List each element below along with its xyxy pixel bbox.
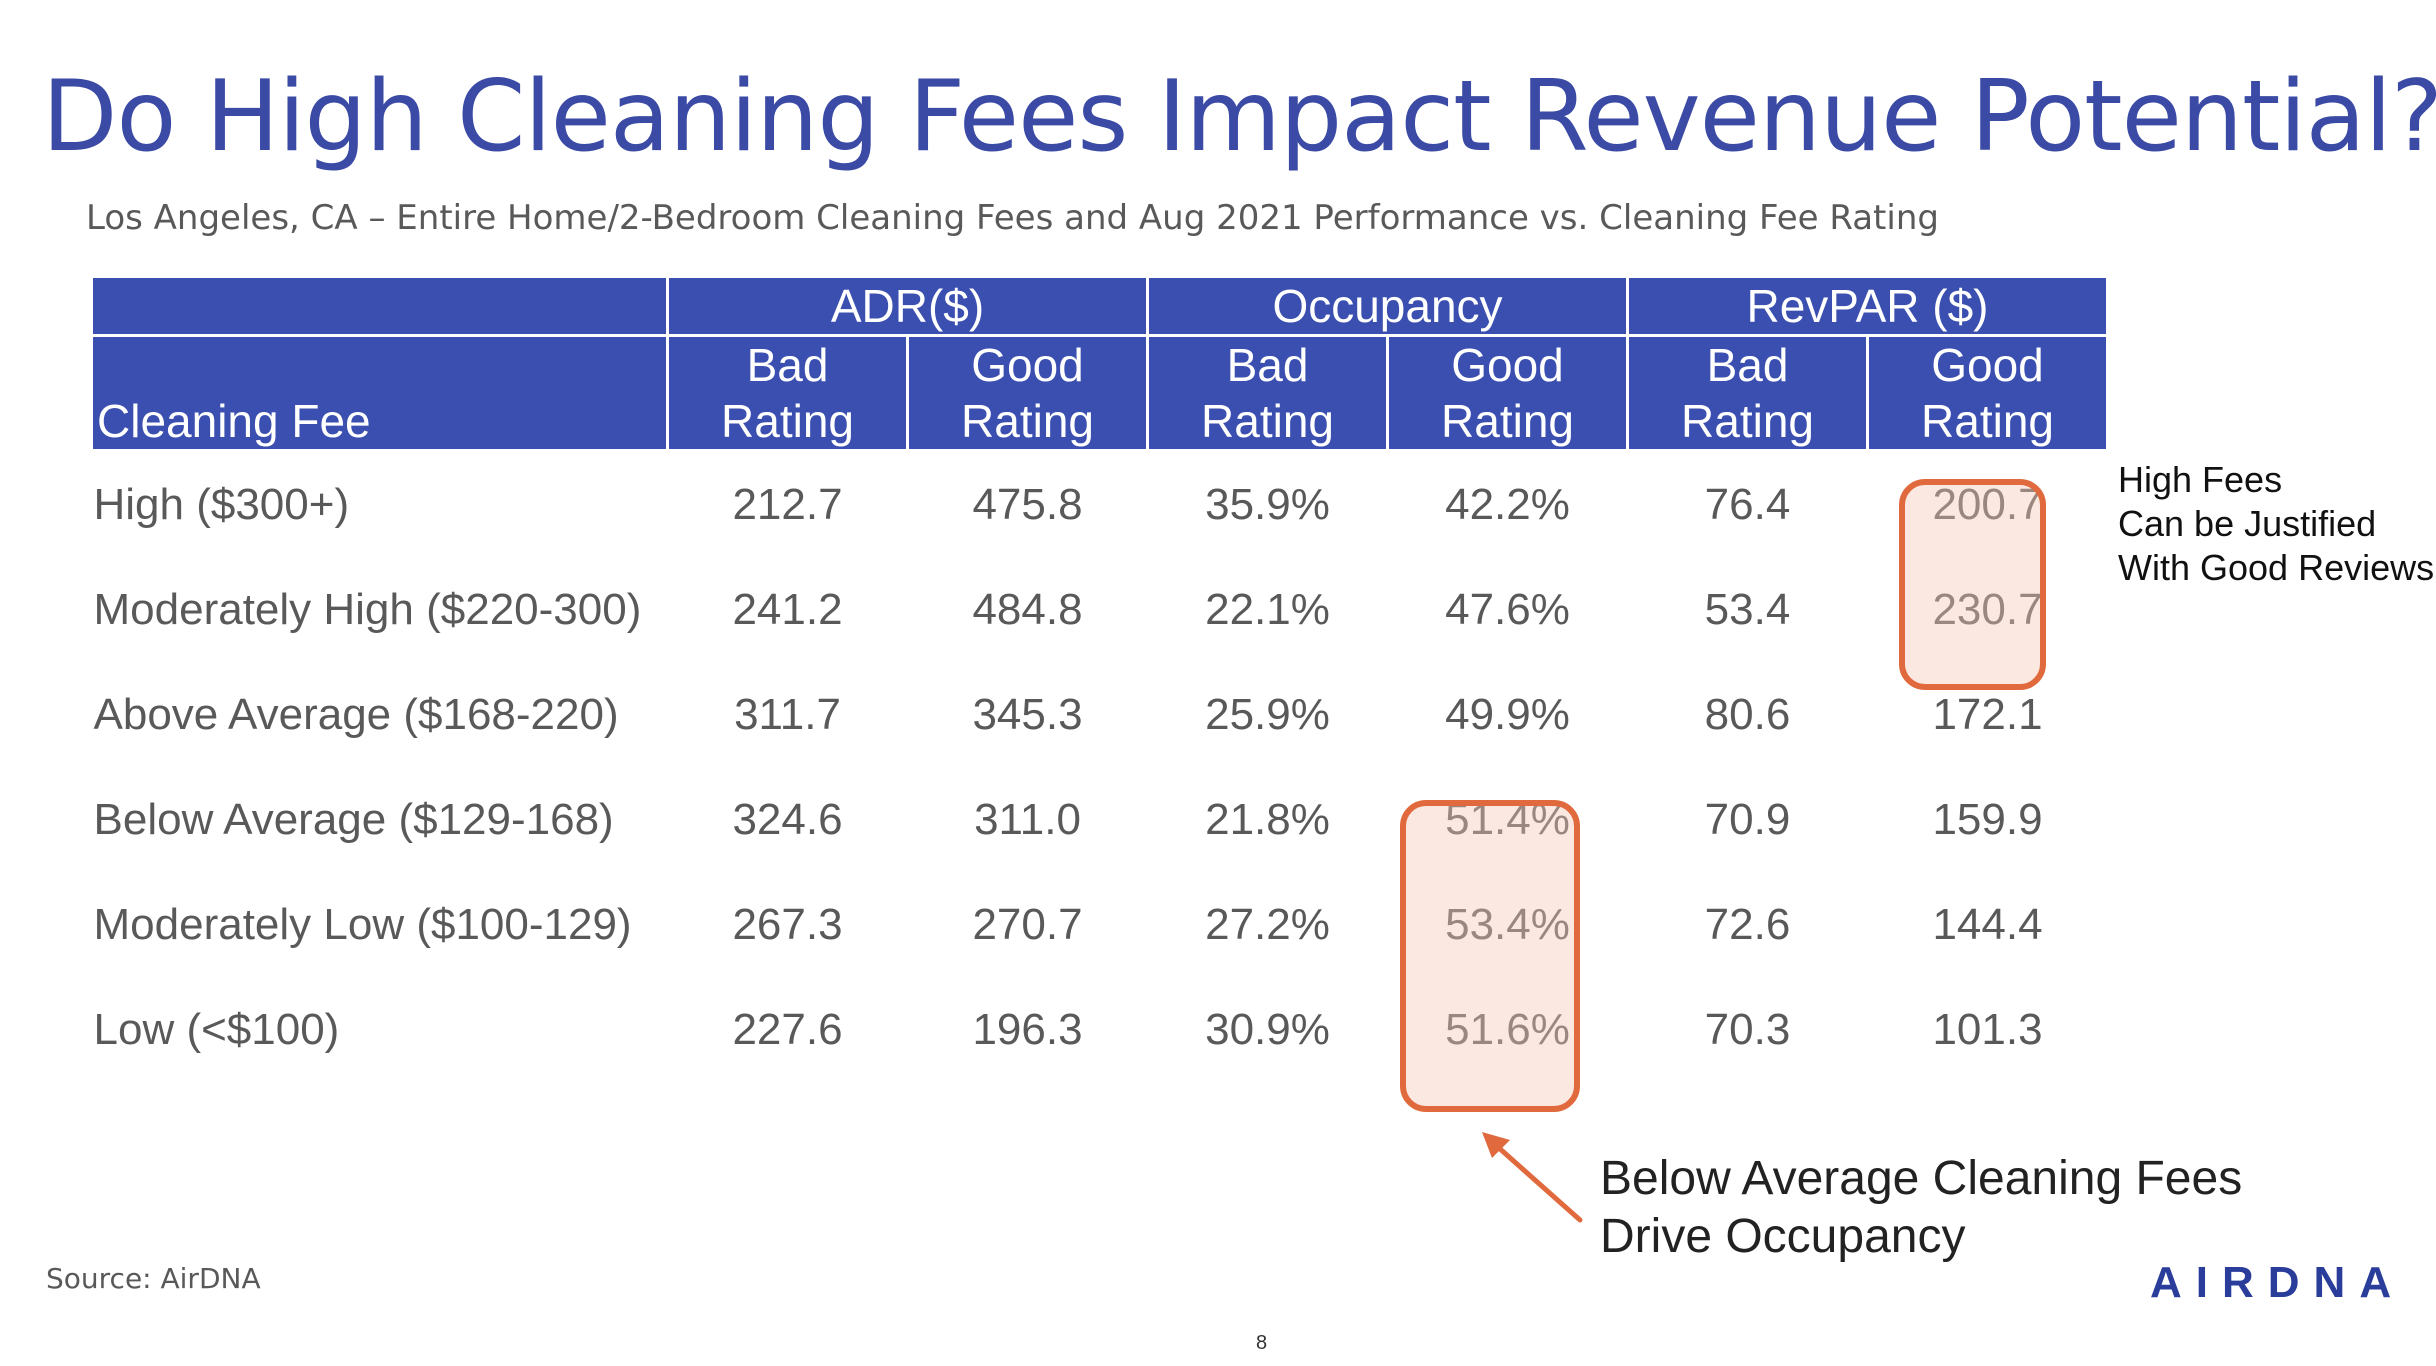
row-header-cleaning-fee: Cleaning Fee	[90, 334, 669, 452]
subheader-occupancy-good: Good Rating	[1386, 334, 1629, 452]
cell-adr-bad: 212.7	[732, 479, 843, 529]
cell-adr-good: 196.3	[972, 1004, 1083, 1054]
row-label: Low (<$100)	[93, 1004, 340, 1054]
slide-title: Do High Cleaning Fees Impact Revenue Pot…	[42, 60, 2436, 174]
cell-revpar-good: 172.1	[1932, 689, 2043, 739]
subheader-adr-bad: Bad Rating	[666, 334, 909, 452]
cell-adr-bad: 324.6	[732, 794, 843, 844]
cell-occupancy-bad: 30.9%	[1205, 1004, 1330, 1054]
subheader-adr-good: Good Rating	[906, 334, 1149, 452]
cell-occupancy-good: 47.6%	[1445, 584, 1570, 634]
cell-adr-bad: 311.7	[734, 689, 841, 739]
row-label: Moderately Low ($100-129)	[93, 899, 632, 949]
row-label: Below Average ($129-168)	[93, 794, 614, 844]
table-row: Low (<$100) 227.6 196.3 30.9% 51.6% 70.3…	[92, 977, 2108, 1082]
table-row: Moderately Low ($100-129) 267.3 270.7 27…	[92, 872, 2108, 977]
cell-revpar-bad: 70.9	[1704, 794, 1791, 844]
cell-adr-good: 475.8	[972, 479, 1083, 529]
cell-revpar-bad: 72.6	[1704, 899, 1791, 949]
group-header-adr: ADR($)	[666, 275, 1149, 337]
cell-adr-bad: 241.2	[732, 584, 843, 634]
row-label: Moderately High ($220-300)	[93, 584, 642, 634]
airdna-logo: AIRDNA	[2150, 1258, 2406, 1307]
source-note: Source: AirDNA	[46, 1262, 261, 1295]
subheader-revpar-bad: Bad Rating	[1626, 334, 1869, 452]
cell-occupancy-good: 53.4%	[1445, 899, 1570, 949]
cell-revpar-good: 144.4	[1932, 899, 2043, 949]
callout-arrow-icon	[1482, 1132, 1583, 1223]
table-row: Below Average ($129-168) 324.6 311.0 21.…	[92, 767, 2108, 872]
subheader-revpar-good: Good Rating	[1866, 334, 2109, 452]
table-row: High ($300+) 212.7 475.8 35.9% 42.2% 76.…	[92, 451, 2108, 558]
cell-adr-good: 270.7	[972, 899, 1083, 949]
cell-occupancy-good: 42.2%	[1445, 479, 1570, 529]
cell-occupancy-bad: 27.2%	[1205, 899, 1330, 949]
group-header-occupancy: Occupancy	[1146, 275, 1629, 337]
cell-adr-good: 311.0	[974, 794, 1081, 844]
cell-revpar-good: 101.3	[1932, 1004, 2043, 1054]
table-row: Above Average ($168-220) 311.7 345.3 25.…	[92, 662, 2108, 767]
group-header-revpar: RevPAR ($)	[1626, 275, 2109, 337]
row-label: Above Average ($168-220)	[93, 689, 619, 739]
cell-revpar-bad: 70.3	[1704, 1004, 1791, 1054]
slide-subtitle: Los Angeles, CA – Entire Home/2-Bedroom …	[86, 198, 1939, 238]
cell-occupancy-good: 51.6%	[1445, 1004, 1570, 1054]
cell-revpar-bad: 53.4	[1704, 584, 1791, 634]
cell-adr-bad: 267.3	[732, 899, 843, 949]
page-number: 8	[1256, 1332, 1268, 1354]
callout-high-fees: High Fees Can be Justified With Good Rev…	[2118, 459, 2435, 588]
callout-below-average: Below Average Cleaning Fees Drive Occupa…	[1600, 1152, 2243, 1263]
cell-revpar-good: 230.7	[1932, 584, 2043, 634]
cell-occupancy-bad: 35.9%	[1205, 479, 1330, 529]
cell-occupancy-bad: 25.9%	[1205, 689, 1330, 739]
row-label: High ($300+)	[93, 479, 350, 529]
table-row: Moderately High ($220-300) 241.2 484.8 2…	[92, 557, 2108, 662]
cell-occupancy-bad: 21.8%	[1205, 794, 1330, 844]
cell-revpar-bad: 76.4	[1704, 479, 1791, 529]
cell-occupancy-bad: 22.1%	[1205, 584, 1330, 634]
cell-occupancy-good: 51.4%	[1445, 794, 1570, 844]
cell-adr-good: 345.3	[972, 689, 1083, 739]
cell-revpar-good: 200.7	[1932, 479, 2043, 529]
cell-revpar-good: 159.9	[1932, 794, 2043, 844]
cell-adr-bad: 227.6	[732, 1004, 843, 1054]
cell-adr-good: 484.8	[972, 584, 1083, 634]
header-corner	[90, 275, 669, 337]
subheader-occupancy-bad: Bad Rating	[1146, 334, 1389, 452]
cell-occupancy-good: 49.9%	[1445, 689, 1570, 739]
cell-revpar-bad: 80.6	[1704, 689, 1791, 739]
performance-table: ADR($) Occupancy RevPAR ($) Cleaning Fee…	[90, 275, 2109, 1082]
